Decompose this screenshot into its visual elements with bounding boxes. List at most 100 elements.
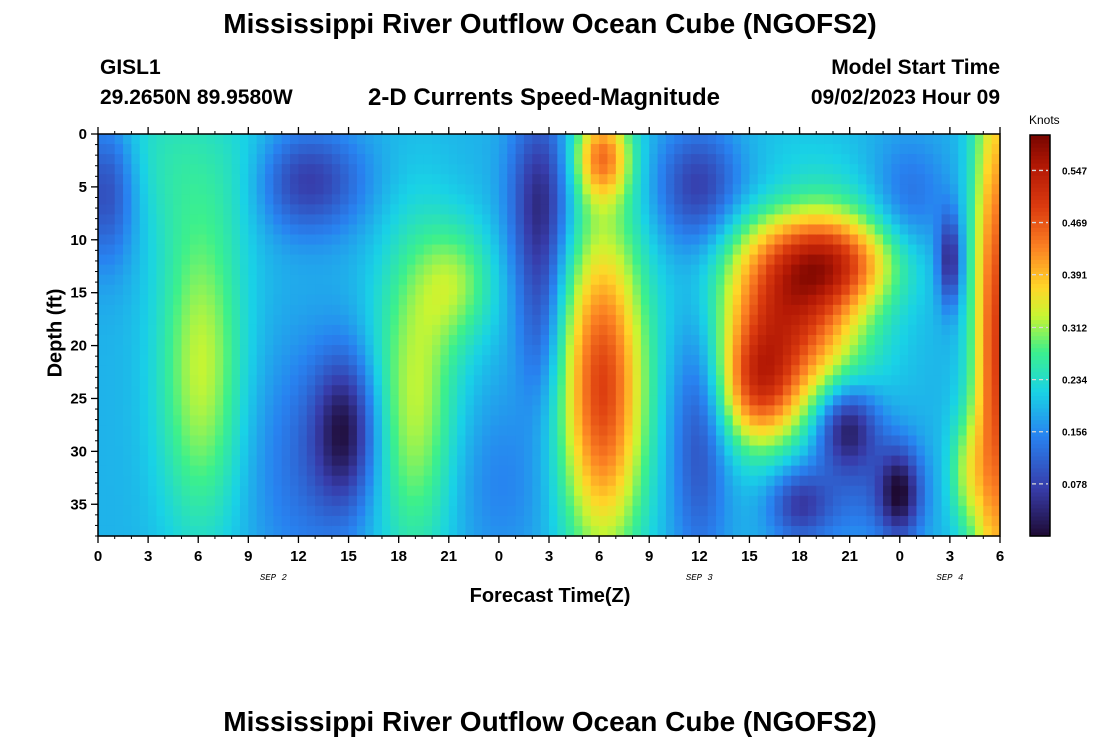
heatmap-cell	[198, 355, 208, 366]
heatmap-cell	[657, 445, 667, 457]
colorbar-tick-label: 0.156	[1062, 428, 1087, 439]
heatmap-cell	[373, 515, 383, 527]
heatmap-cell	[106, 405, 116, 416]
heatmap-cell	[916, 415, 926, 427]
heatmap-cell	[958, 204, 968, 215]
heatmap-cell	[465, 425, 475, 437]
heatmap-cell	[866, 415, 876, 427]
heatmap-cell	[858, 335, 867, 346]
heatmap-cell	[390, 184, 400, 195]
heatmap-cell	[949, 435, 959, 447]
heatmap-cell	[515, 314, 525, 326]
heatmap-cell	[231, 164, 241, 175]
heatmap-cell	[482, 254, 492, 266]
heatmap-cell	[983, 485, 993, 497]
heatmap-cell	[273, 345, 283, 356]
heatmap-cell	[473, 425, 483, 437]
heatmap-cell	[624, 425, 634, 437]
heatmap-cell	[490, 515, 500, 527]
heatmap-cell	[473, 304, 483, 316]
heatmap-cell	[649, 345, 659, 356]
heatmap-cell	[607, 274, 617, 286]
heatmap-cell	[365, 254, 375, 266]
colorbar-band	[1030, 439, 1050, 445]
heatmap-cell	[473, 345, 483, 356]
heatmap-cell	[390, 335, 400, 346]
heatmap-cell	[724, 425, 734, 437]
heatmap-cell	[791, 525, 801, 537]
heatmap-cell	[632, 355, 642, 366]
heatmap-cell	[615, 144, 625, 155]
heatmap-cell	[974, 365, 984, 376]
heatmap-cell	[749, 335, 759, 346]
heatmap-cell	[256, 375, 266, 386]
heatmap-cell	[557, 234, 567, 246]
heatmap-cell	[991, 174, 1001, 185]
heatmap-cell	[214, 415, 224, 427]
heatmap-cell	[757, 525, 767, 537]
heatmap-cell	[549, 395, 558, 406]
heatmap-cell	[415, 345, 425, 356]
heatmap-cell	[189, 234, 199, 246]
heatmap-cell	[858, 234, 867, 246]
heatmap-cell	[724, 345, 734, 356]
heatmap-cell	[574, 445, 584, 457]
heatmap-cell	[373, 234, 383, 246]
heatmap-cell	[707, 525, 717, 537]
heatmap-cell	[657, 244, 667, 256]
heatmap-cell	[757, 264, 767, 276]
heatmap-cell	[716, 264, 725, 276]
heatmap-cell	[849, 515, 859, 527]
heatmap-cell	[214, 324, 224, 336]
heatmap-cell	[640, 515, 650, 527]
heatmap-cell	[123, 234, 133, 246]
heatmap-cell	[448, 435, 458, 447]
heatmap-cell	[148, 164, 158, 175]
heatmap-cell	[189, 435, 199, 447]
heatmap-cell	[624, 134, 634, 145]
heatmap-cell	[214, 495, 224, 507]
heatmap-cell	[699, 294, 709, 306]
heatmap-cell	[239, 314, 249, 326]
heatmap-cell	[574, 244, 584, 256]
heatmap-cell	[156, 385, 166, 396]
x-tick-label: 12	[691, 548, 708, 565]
heatmap-cell	[223, 415, 233, 427]
heatmap-cell	[373, 294, 383, 306]
heatmap-cell	[498, 214, 508, 226]
heatmap-cell	[223, 445, 233, 457]
heatmap-cell	[582, 475, 592, 487]
heatmap-cell	[782, 465, 792, 477]
heatmap-cell	[265, 455, 274, 467]
heatmap-cell	[423, 314, 433, 326]
heatmap-cell	[315, 234, 325, 246]
heatmap-cell	[156, 395, 166, 406]
heatmap-cell	[665, 274, 675, 286]
heatmap-cell	[899, 365, 909, 376]
heatmap-cell	[741, 224, 751, 236]
heatmap-cell	[732, 134, 742, 145]
heatmap-cell	[908, 435, 918, 447]
heatmap-cell	[749, 214, 759, 226]
heatmap-cell	[674, 345, 684, 356]
heatmap-cell	[949, 445, 959, 457]
heatmap-cell	[565, 274, 575, 286]
heatmap-cell	[356, 365, 366, 376]
heatmap-cell	[131, 395, 141, 406]
heatmap-cell	[933, 164, 943, 175]
heatmap-cell	[874, 505, 884, 517]
heatmap-cell	[866, 194, 876, 205]
heatmap-cell	[807, 465, 817, 477]
heatmap-cell	[98, 375, 107, 386]
heatmap-cell	[206, 465, 216, 477]
heatmap-cell	[356, 375, 366, 386]
heatmap-cell	[858, 254, 867, 266]
heatmap-cell	[799, 505, 809, 517]
heatmap-cell	[415, 294, 425, 306]
heatmap-cell	[649, 425, 659, 437]
heatmap-cell	[749, 355, 759, 366]
heatmap-cell	[757, 174, 767, 185]
heatmap-cell	[239, 164, 249, 175]
heatmap-cell	[498, 144, 508, 155]
colorbar-band	[1030, 523, 1050, 529]
